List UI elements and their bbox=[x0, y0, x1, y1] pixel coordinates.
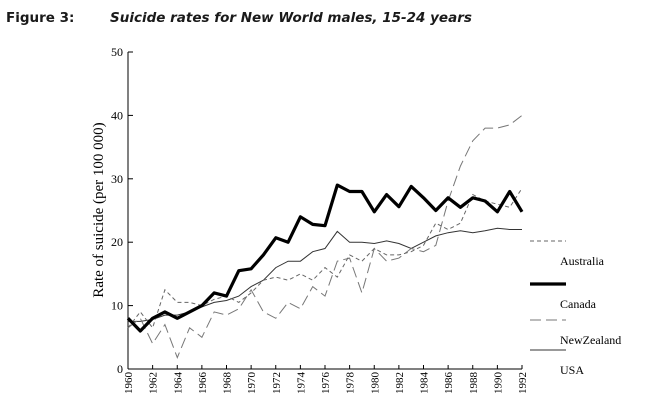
legend-label-usa: USA bbox=[560, 363, 584, 377]
x-tick-label: 1986 bbox=[443, 372, 455, 395]
figure-label: Figure 3: bbox=[6, 10, 74, 26]
y-tick-label: 10 bbox=[111, 299, 123, 313]
legend-label-newzealand: NewZealand bbox=[560, 333, 621, 347]
chart-title: Suicide rates for New World males, 15-24… bbox=[110, 10, 472, 26]
x-tick-label: 1960 bbox=[123, 372, 135, 395]
y-tick-label: 20 bbox=[111, 235, 123, 249]
x-tick-label: 1970 bbox=[246, 372, 258, 395]
x-tick-label: 1962 bbox=[148, 372, 160, 394]
series-line-australia bbox=[127, 188, 523, 329]
x-tick-label: 1978 bbox=[345, 372, 357, 395]
x-tick-label: 1964 bbox=[172, 372, 184, 395]
legend: Australia Canada NewZealand USA bbox=[530, 240, 621, 377]
x-tick-label: 1976 bbox=[320, 372, 332, 395]
x-tick-label: 1966 bbox=[197, 372, 209, 395]
axes: 0 10 20 30 40 50 1960 1962 1964 1966 1968 1970 1972 1… bbox=[111, 45, 529, 394]
series-layer bbox=[126, 115, 524, 359]
x-tick-label: 1974 bbox=[295, 372, 307, 395]
x-tick-label: 1968 bbox=[222, 372, 234, 395]
y-tick-label: 30 bbox=[111, 172, 123, 186]
y-tick-label: 0 bbox=[117, 362, 123, 376]
series-line-newzealand bbox=[127, 115, 523, 359]
series-line-canada bbox=[126, 183, 524, 333]
y-axis-label: Rate of suicide (per 100 000) bbox=[91, 122, 107, 297]
x-tick-label: 1972 bbox=[271, 372, 283, 394]
x-tick-label: 1982 bbox=[394, 372, 406, 394]
y-tick-label: 50 bbox=[111, 45, 123, 59]
x-tick-label: 1988 bbox=[468, 372, 480, 395]
legend-label-australia: Australia bbox=[560, 254, 605, 268]
x-tick-label: 1990 bbox=[492, 372, 504, 395]
y-tick-label: 40 bbox=[111, 108, 123, 122]
x-tick-label: 1984 bbox=[419, 372, 431, 395]
x-tick-label: 1980 bbox=[369, 372, 381, 395]
legend-label-canada: Canada bbox=[560, 297, 597, 311]
x-tick-label: 1992 bbox=[517, 372, 529, 394]
series-line-usa bbox=[128, 227, 522, 322]
